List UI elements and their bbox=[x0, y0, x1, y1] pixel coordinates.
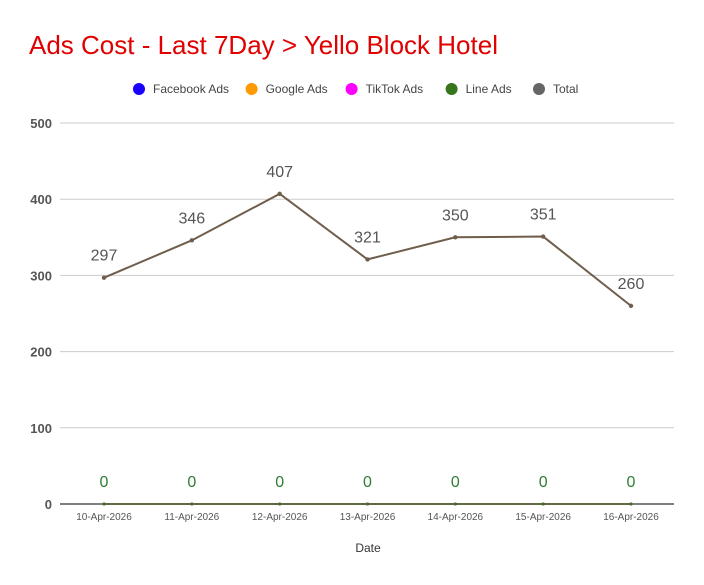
legend[interactable]: Facebook Ads Google Ads TikTok Ads Line Ads… bbox=[133, 82, 578, 96]
legend-label: TikTok Ads bbox=[366, 82, 424, 96]
chart-title: Ads Cost - Last 7Day > Yello Block Hotel bbox=[29, 30, 498, 60]
legend-item[interactable]: Line Ads bbox=[445, 82, 512, 96]
legend-item[interactable]: Facebook Ads bbox=[133, 82, 229, 96]
x-tick-label: 16-Apr-2026 bbox=[603, 512, 659, 523]
x-axis-label: Date bbox=[355, 541, 381, 555]
y-tick-label: 500 bbox=[30, 116, 52, 131]
zero-data-label: 0 bbox=[100, 474, 109, 491]
legend-marker bbox=[245, 83, 258, 95]
legend-item[interactable]: TikTok Ads bbox=[345, 82, 424, 96]
x-tick-label: 12-Apr-2026 bbox=[252, 512, 308, 523]
x-tick-label: 14-Apr-2026 bbox=[428, 512, 484, 523]
y-tick-label: 0 bbox=[45, 497, 52, 512]
data-point bbox=[366, 502, 369, 506]
legend-item[interactable]: Google Ads bbox=[245, 82, 328, 96]
zero-data-label: 0 bbox=[275, 474, 284, 491]
y-tick-label: 300 bbox=[30, 268, 52, 283]
y-axis-ticks: 0 100 200 300 400 500 bbox=[30, 116, 52, 512]
y-tick-label: 400 bbox=[30, 192, 52, 207]
data-point bbox=[540, 234, 546, 239]
legend-marker bbox=[133, 83, 145, 95]
zero-data-label: 0 bbox=[363, 474, 372, 491]
legend-marker bbox=[345, 83, 358, 95]
legend-label: Total bbox=[553, 82, 578, 96]
total-data-label: 351 bbox=[530, 207, 557, 224]
x-tick-label: 15-Apr-2026 bbox=[515, 512, 571, 523]
total-data-label: 407 bbox=[266, 164, 293, 181]
data-point bbox=[628, 303, 634, 309]
total-data-label: 260 bbox=[618, 276, 645, 293]
data-point bbox=[101, 275, 107, 280]
y-tick-label: 100 bbox=[30, 421, 52, 436]
zero-data-label: 0 bbox=[539, 474, 548, 491]
data-point bbox=[190, 502, 194, 506]
x-tick-label: 10-Apr-2026 bbox=[76, 512, 132, 523]
legend-item[interactable]: Total bbox=[533, 82, 578, 96]
zero-data-label: 0 bbox=[187, 474, 196, 491]
total-data-label: 346 bbox=[178, 210, 205, 227]
legend-label: Line Ads bbox=[466, 82, 512, 96]
legend-label: Facebook Ads bbox=[153, 82, 229, 96]
data-point bbox=[541, 502, 545, 506]
zero-data-label: 0 bbox=[451, 474, 460, 491]
legend-marker bbox=[445, 83, 458, 95]
x-tick-label: 11-Apr-2026 bbox=[164, 512, 219, 523]
data-point bbox=[189, 238, 195, 243]
data-point bbox=[365, 257, 370, 262]
x-axis-ticks: 10-Apr-2026 11-Apr-2026 12-Apr-2026 13-Apr-… bbox=[76, 512, 659, 523]
grid-lines bbox=[60, 122, 674, 505]
legend-marker bbox=[533, 83, 545, 95]
data-point bbox=[453, 502, 457, 506]
zero-data-label: 0 bbox=[627, 474, 636, 491]
x-tick-label: 13-Apr-2026 bbox=[340, 512, 396, 523]
data-point bbox=[453, 235, 458, 240]
total-data-label: 350 bbox=[442, 207, 469, 224]
total-data-label: 297 bbox=[91, 248, 118, 265]
data-point bbox=[629, 502, 633, 506]
data-point bbox=[278, 502, 282, 506]
series-lines bbox=[101, 191, 634, 506]
total-data-label: 321 bbox=[354, 229, 381, 246]
legend-label: Google Ads bbox=[266, 82, 328, 96]
y-tick-label: 200 bbox=[30, 345, 52, 360]
data-labels: 297 346 407 321 350 351 260 0 0 0 0 0 0 0 bbox=[91, 164, 645, 491]
data-point bbox=[102, 502, 106, 506]
data-point bbox=[277, 191, 282, 197]
